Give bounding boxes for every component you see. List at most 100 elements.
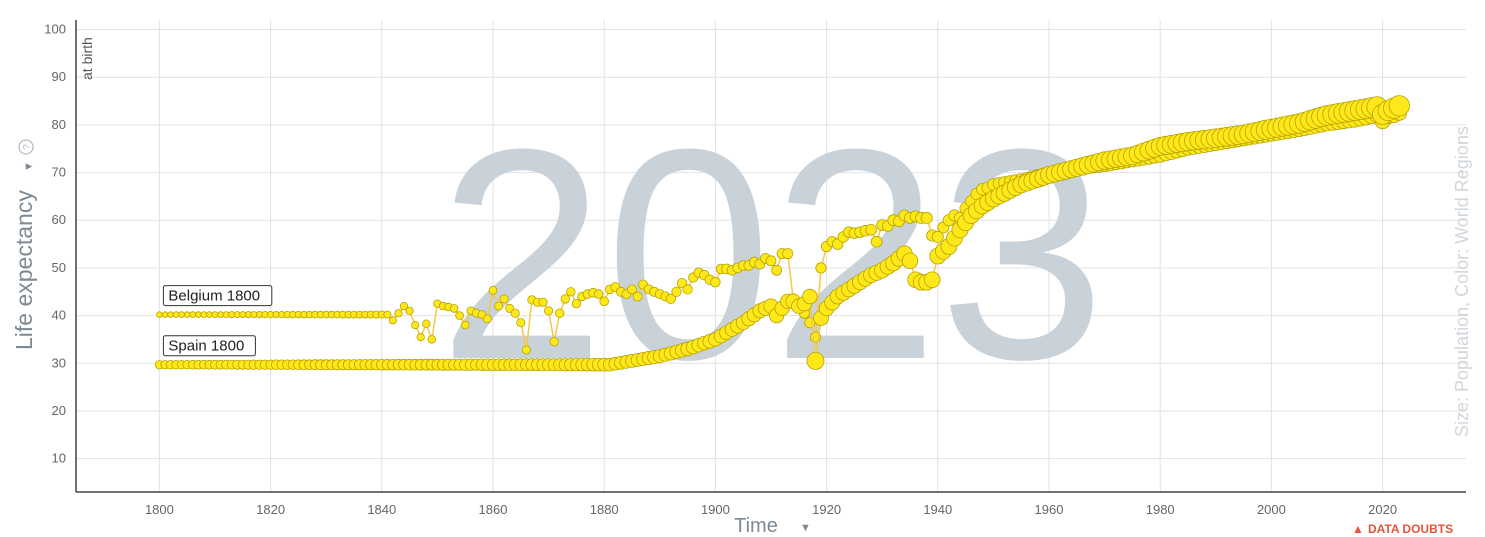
trail-bubble[interactable] <box>411 320 420 330</box>
trail-bubble[interactable] <box>665 293 677 304</box>
trail-bubble[interactable] <box>399 301 409 311</box>
trail-bubble[interactable] <box>516 318 526 328</box>
trail-bubble[interactable] <box>802 288 818 305</box>
data-doubts-button[interactable]: ▲ DATA DOUBTS <box>1352 522 1453 536</box>
trail-bubble[interactable] <box>865 224 877 236</box>
trail-bubble[interactable] <box>388 316 397 325</box>
size-color-label[interactable]: Size: Population, Color: World Regions <box>1452 126 1472 437</box>
x-tick-label: 1980 <box>1146 502 1175 517</box>
label-text: Spain 1800 <box>168 338 244 355</box>
trail-bubble[interactable] <box>682 284 693 295</box>
trail-bubble[interactable] <box>931 230 944 243</box>
trail-bubble[interactable] <box>449 304 459 313</box>
label-text: Belgium 1800 <box>168 288 260 305</box>
y-tick-label: 70 <box>52 165 66 180</box>
label-belgium[interactable]: Belgium 1800 <box>162 285 273 307</box>
y-tick-label: 100 <box>44 22 66 37</box>
x-tick-label: 1940 <box>923 502 952 517</box>
trail-bubble[interactable] <box>195 311 202 318</box>
series-spain[interactable] <box>154 95 1410 372</box>
x-tick-label: 2000 <box>1257 502 1286 517</box>
x-tick-label: 1880 <box>590 502 619 517</box>
trail-bubble[interactable] <box>161 311 169 318</box>
trail-bubble[interactable] <box>422 319 431 328</box>
trail-bubble[interactable] <box>482 314 492 324</box>
series-layer <box>154 95 1410 372</box>
x-tick-label: 1960 <box>1035 502 1064 517</box>
y-tick-label: 10 <box>52 451 66 466</box>
trail-bubble[interactable] <box>416 332 425 342</box>
trail-bubble[interactable] <box>156 311 163 318</box>
x-tick-label: 1920 <box>812 502 841 517</box>
x-tick-label: 2020 <box>1368 502 1397 517</box>
trail-bubble[interactable] <box>405 306 414 315</box>
trail-bubble[interactable] <box>205 311 213 319</box>
trail-bubble[interactable] <box>394 309 403 318</box>
trail-bubble[interactable] <box>710 277 721 288</box>
trail-bubble[interactable] <box>771 264 782 276</box>
trail-bubble[interactable] <box>460 320 470 330</box>
y-axis-title[interactable]: Life expectancy <box>11 190 37 350</box>
warning-icon: ▲ <box>1352 522 1364 536</box>
trail-bubble[interactable] <box>543 306 554 316</box>
trail-bubble[interactable] <box>923 271 941 289</box>
trail-bubble[interactable] <box>494 301 504 311</box>
trail-bubble[interactable] <box>383 310 392 319</box>
label-box <box>162 335 256 357</box>
y-tick-label: 20 <box>52 403 66 418</box>
y-tick-label: 50 <box>52 260 66 275</box>
trail-bubble[interactable] <box>178 311 185 318</box>
x-ticks: 1800 1820 1840 1860 1880 1900 1920 1940 1960 1980… <box>145 502 1397 517</box>
trail-bubble[interactable] <box>510 308 520 318</box>
trail-bubble[interactable] <box>782 248 794 260</box>
x-tick-label: 1860 <box>479 502 508 517</box>
y-axis-dropdown-icon[interactable]: ▼ <box>23 161 35 172</box>
x-tick-label: 1800 <box>145 502 174 517</box>
trail-bubble[interactable] <box>172 311 180 318</box>
svg-text:?: ? <box>22 144 33 150</box>
trail-bubble[interactable] <box>555 308 565 318</box>
trail-bubble[interactable] <box>427 335 436 344</box>
trail-bubble[interactable] <box>632 291 643 302</box>
x-tick-label: 1900 <box>701 502 730 517</box>
trail-bubble[interactable] <box>627 284 637 295</box>
x-tick-label: 1820 <box>256 502 285 517</box>
question-circle-icon[interactable]: ? <box>18 139 34 155</box>
trail-bubble[interactable] <box>549 337 559 347</box>
x-tick-label: 1840 <box>367 502 396 517</box>
trail-bubble[interactable] <box>560 294 571 304</box>
x-axis-dropdown-icon[interactable]: ▼ <box>800 522 811 534</box>
trail-bubble[interactable] <box>765 255 777 267</box>
trail-bubble[interactable] <box>538 297 548 307</box>
trail-bubble[interactable] <box>901 252 919 269</box>
y-axis-subtitle: at birth <box>79 37 95 80</box>
trail-bubble[interactable] <box>455 311 464 320</box>
trail-bubble[interactable] <box>566 287 576 297</box>
trail-bubble[interactable] <box>189 311 197 318</box>
trail-bubble[interactable] <box>806 351 825 370</box>
y-tick-label: 60 <box>52 212 66 227</box>
y-tick-label: 90 <box>52 69 66 84</box>
trail-bubble[interactable] <box>593 289 604 299</box>
y-tick-label: 40 <box>52 308 66 323</box>
label-spain[interactable]: Spain 1800 <box>162 335 256 357</box>
trail-bubble[interactable] <box>211 311 219 319</box>
data-doubts-label: DATA DOUBTS <box>1368 522 1453 536</box>
trail-bubble[interactable] <box>920 211 933 224</box>
trail-bubble[interactable] <box>870 235 883 248</box>
trail-bubble[interactable] <box>599 296 609 307</box>
x-axis-title[interactable]: Time <box>734 515 778 537</box>
trail-bubble[interactable] <box>671 286 682 297</box>
y-ticks: 10 20 30 40 50 60 70 80 90 100 <box>44 22 66 466</box>
trail-bubble[interactable] <box>499 294 509 304</box>
y-tick-label: 30 <box>52 355 66 370</box>
trail-bubble[interactable] <box>815 262 827 274</box>
trail-bubble[interactable] <box>488 285 498 295</box>
trail-bubble[interactable] <box>571 299 582 309</box>
trail-bubble[interactable] <box>183 311 191 318</box>
y-tick-label: 80 <box>52 117 66 132</box>
trail-bubble[interactable] <box>167 311 174 318</box>
series-labels[interactable]: Belgium 1800 Spain 1800 <box>162 285 273 357</box>
trail-bubble[interactable] <box>1388 95 1410 117</box>
trail-bubble[interactable] <box>521 345 531 355</box>
